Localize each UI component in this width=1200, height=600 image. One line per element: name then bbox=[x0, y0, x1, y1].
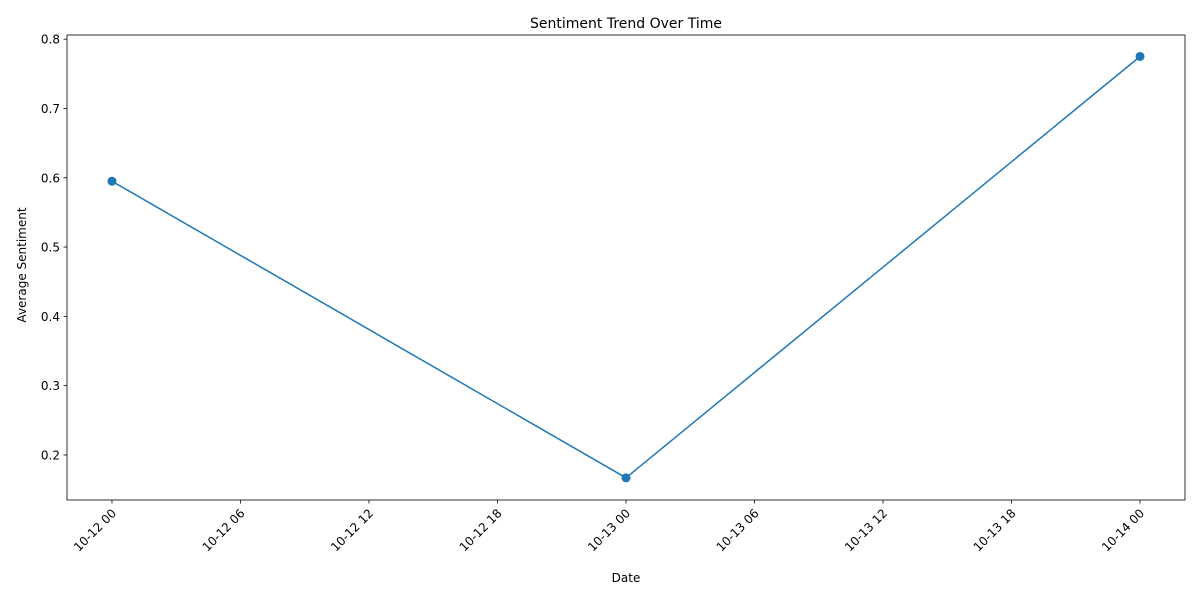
y-axis-label: Average Sentiment bbox=[15, 207, 29, 322]
y-tick-label: 0.3 bbox=[41, 379, 60, 393]
chart-title: Sentiment Trend Over Time bbox=[530, 16, 722, 32]
x-axis-label: Date bbox=[612, 571, 641, 585]
y-tick-label: 0.6 bbox=[41, 171, 60, 185]
data-point bbox=[107, 176, 117, 186]
data-point bbox=[1135, 51, 1145, 61]
y-tick-label: 0.4 bbox=[41, 310, 60, 324]
data-point bbox=[621, 473, 631, 483]
y-tick-label: 0.5 bbox=[41, 241, 60, 255]
y-tick-label: 0.7 bbox=[41, 102, 60, 116]
y-tick-label: 0.8 bbox=[41, 33, 60, 47]
y-tick-label: 0.2 bbox=[41, 448, 60, 462]
